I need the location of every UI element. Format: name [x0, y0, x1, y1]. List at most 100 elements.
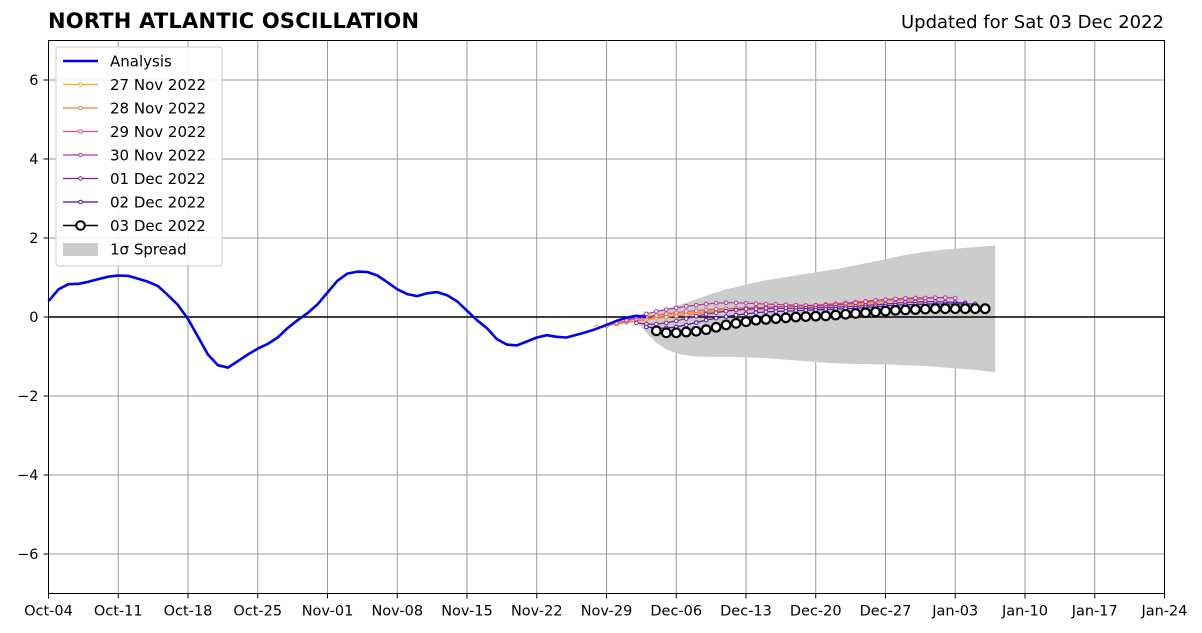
forecast-point: [733, 307, 739, 313]
legend-swatch-marker: [75, 220, 86, 231]
forecast-point: [693, 308, 699, 313]
forecast-point: [883, 297, 888, 302]
legend-label: 01 Dec 2022: [110, 170, 206, 188]
x-tick-label: Dec-13: [720, 604, 772, 620]
forecast-point: [673, 318, 679, 324]
legend-box: [55, 46, 223, 267]
chart-title: NORTH ATLANTIC OSCILLATION: [48, 9, 420, 33]
forecast-point: [952, 295, 958, 301]
forecast-point: [810, 310, 822, 322]
forecast-point: [773, 309, 779, 314]
series-layer: [47, 270, 991, 369]
forecast-point: [683, 309, 689, 314]
forecast-point: [743, 300, 749, 306]
forecast-point: [670, 327, 682, 339]
x-tick-label: Jan-03: [931, 604, 978, 620]
x-tick-label: Jan-10: [1001, 604, 1048, 620]
forecast-point: [890, 304, 901, 316]
forecast-point: [700, 324, 712, 336]
forecast-point: [743, 306, 749, 312]
forecast-point: [723, 300, 729, 306]
forecast-point: [634, 320, 639, 326]
forecast-point: [929, 303, 941, 315]
x-tick-label: Oct-11: [94, 604, 143, 620]
x-tick-label: Jan-17: [1071, 604, 1118, 620]
forecast-point: [780, 312, 792, 324]
x-tick-label: Oct-18: [164, 604, 213, 620]
forecast-point: [893, 296, 898, 302]
forecast-point: [933, 295, 938, 300]
x-tick-label: Nov-08: [371, 604, 423, 620]
forecast-point: [909, 304, 921, 315]
y-tick-label: 2: [29, 231, 38, 247]
tick-labels: Oct-04 Oct-11 Oct-18 Oct-25 Nov-01 Nov-08 Nov-…: [17, 73, 1187, 620]
analysis-line: [47, 270, 647, 369]
x-tick-label: Dec-06: [650, 604, 702, 620]
legend-swatch-marker: [78, 105, 83, 111]
x-tick-label: Nov-15: [441, 604, 493, 620]
x-tick-label: Nov-01: [302, 604, 354, 620]
forecast-point: [919, 303, 931, 315]
forecast-point: [840, 308, 852, 320]
forecast-point: [753, 310, 759, 315]
forecast-series: [650, 303, 991, 339]
y-tick-label: −2: [17, 389, 38, 405]
forecast-point: [863, 299, 868, 304]
forecast-point: [650, 325, 662, 337]
y-tick-label: −4: [17, 468, 38, 484]
legend-swatch-marker: [78, 129, 83, 134]
legend-label: 03 Dec 2022: [110, 217, 206, 235]
forecast-line: [626, 297, 956, 321]
forecast-point: [800, 311, 812, 323]
forecast-point: [763, 301, 769, 307]
forecast-line: [636, 301, 966, 325]
forecast-line: [646, 303, 976, 329]
legend-swatch-marker: [78, 82, 83, 87]
forecast-point: [663, 307, 669, 312]
forecast-point: [703, 317, 709, 323]
forecast-point: [673, 305, 679, 311]
forecast-point: [690, 325, 702, 337]
legend-swatch-marker: [78, 176, 83, 181]
forecast-point: [790, 311, 802, 323]
forecast-point: [783, 308, 789, 314]
x-tick-label: Oct-04: [24, 604, 73, 620]
forecast-point: [763, 309, 769, 315]
forecast-point: [913, 295, 918, 301]
forecast-point: [660, 327, 672, 339]
forecast-point: [753, 306, 759, 312]
legend-swatch-marker: [78, 152, 83, 158]
forecast-point: [939, 303, 951, 315]
forecast-point: [703, 301, 709, 307]
legend-label: 29 Nov 2022: [110, 123, 206, 141]
forecast-point: [693, 320, 699, 325]
forecast-point: [683, 304, 689, 309]
x-tick-label: Dec-20: [790, 604, 842, 620]
forecast-point: [860, 307, 871, 319]
forecast-point: [969, 303, 981, 315]
forecast-point: [673, 310, 679, 315]
forecast-point: [713, 300, 719, 306]
forecast-point: [760, 313, 772, 325]
forecast-point: [693, 302, 699, 308]
y-tick-label: 6: [29, 73, 38, 89]
forecast-point: [733, 312, 739, 318]
forecast-point: [723, 314, 729, 319]
forecast-point: [713, 310, 719, 315]
forecast-point: [900, 304, 911, 316]
forecast-point: [663, 311, 669, 317]
forecast-point: [873, 298, 878, 303]
legend-label: 28 Nov 2022: [110, 100, 206, 118]
forecast-point: [942, 295, 948, 300]
legend-label: 02 Dec 2022: [110, 194, 206, 212]
forecast-point: [644, 311, 649, 317]
forecast-point: [720, 319, 732, 331]
forecast-point: [733, 300, 739, 306]
legend-swatch-spread: [63, 243, 98, 256]
forecast-point: [693, 313, 699, 319]
y-tick-label: 4: [29, 152, 38, 168]
updated-date: Updated for Sat 03 Dec 2022: [900, 12, 1164, 33]
forecast-point: [770, 313, 782, 324]
forecast-point: [710, 321, 722, 333]
legend-label: 27 Nov 2022: [110, 76, 206, 94]
